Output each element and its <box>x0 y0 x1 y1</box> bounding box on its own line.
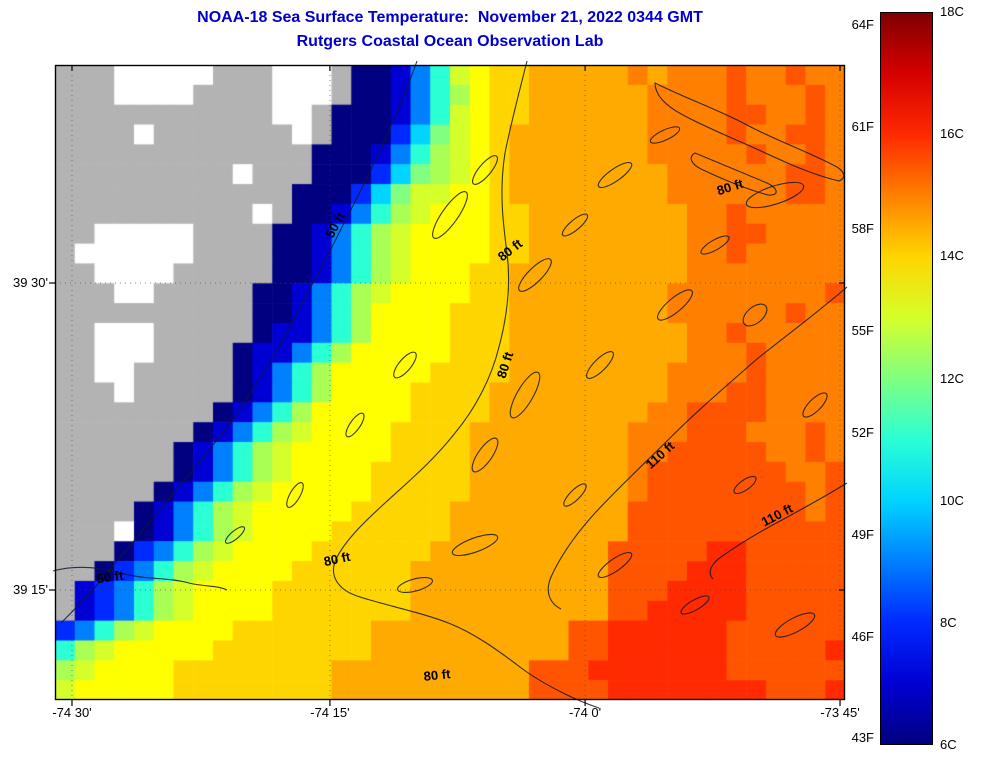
bathymetry-loop <box>774 612 816 638</box>
bathymetry-loop <box>471 437 499 473</box>
depth-contour-label: 110 ft <box>642 438 678 472</box>
colorbar-fahrenheit-label: 46F <box>851 628 874 644</box>
colorbar-celsius-label: 8C <box>940 614 957 630</box>
bathymetry-loop <box>745 181 805 209</box>
colorbar-c-labels: 18C 16C 14C 12C 10C 8C 6C <box>938 0 988 761</box>
x-tick-label: -74 0' <box>569 705 602 720</box>
colorbar-celsius-label: 10C <box>940 492 964 508</box>
sst-heatmap-canvas <box>55 65 845 700</box>
x-tick-label: -74 30' <box>52 705 92 720</box>
bathymetry-loop <box>733 475 757 495</box>
bathymetry-loop <box>802 392 828 418</box>
colorbar-fahrenheit-label: 61F <box>851 119 874 135</box>
bathymetry-loop <box>700 235 730 255</box>
bathymetry-contour-50ft <box>60 60 418 624</box>
colorbar-celsius-label: 16C <box>940 126 964 142</box>
depth-contour-label: 110 ft <box>758 500 796 530</box>
bathymetry-loop <box>561 213 589 237</box>
colorbar-fahrenheit-label: 43F <box>851 730 874 746</box>
depth-contour-label: 80 ft <box>494 235 526 265</box>
bathymetry-contour-80ft-ne2 <box>690 152 777 196</box>
bathymetry-loop <box>472 155 498 185</box>
bathymetry-loop <box>396 577 434 593</box>
bathymetry-contour-110ft <box>547 286 848 610</box>
colorbar-celsius-label: 14C <box>940 248 964 264</box>
contour-labels: 50 ft 80 ft 80 ft 80 ft 110 ft 110 ft 50 ft 80 … <box>55 65 845 700</box>
bathymetry-loop <box>742 303 768 327</box>
chart-title: NOAA-18 Sea Surface Temperature: Novembe… <box>197 9 703 26</box>
bathymetry-contour-80ft <box>332 60 600 709</box>
depth-contour-label: 50 ft <box>322 209 348 241</box>
depth-contour-label: 80 ft <box>493 349 517 381</box>
map-plot-area: 50 ft 80 ft 80 ft 80 ft 110 ft 110 ft 50 ft 80 … <box>49 60 848 709</box>
bathymetry-contour-110ft-e <box>709 482 848 580</box>
x-tick-label: -73 45' <box>820 705 860 720</box>
colorbar-fahrenheit-label: 52F <box>851 424 874 440</box>
depth-contour-label: 80 ft <box>422 666 452 684</box>
bathymetry-contour-80ft-ne <box>654 82 845 182</box>
bathymetry-loop <box>657 289 693 321</box>
bathymetry-loop <box>597 161 633 189</box>
x-tick-label: -74 15' <box>310 705 350 720</box>
bathymetry-loop <box>649 126 681 144</box>
bathymetry-loop <box>509 371 541 419</box>
chart-subtitle: Rutgers Coastal Ocean Observation Lab <box>296 33 604 50</box>
grid-lines <box>55 65 845 700</box>
depth-contour-label: 80 ft <box>322 548 352 570</box>
bathymetry-loop <box>563 483 587 507</box>
bathymetry-loop <box>586 351 614 379</box>
colorbar-fahrenheit-label: 58F <box>851 220 874 236</box>
bathymetry-contours <box>52 60 848 709</box>
colorbar-fahrenheit-label: 55F <box>851 322 874 338</box>
colorbar-celsius-label: 12C <box>940 370 964 386</box>
depth-contour-label: 50 ft <box>95 567 125 587</box>
bathymetry-loop <box>597 551 633 579</box>
bathymetry-loop <box>286 482 304 508</box>
colorbar-f-labels: 64F 61F 58F 55F 52F 49F 46F 43F <box>836 0 876 761</box>
colorbar-celsius-label: 18C <box>940 4 964 19</box>
title-block: NOAA-18 Sea Surface Temperature: Novembe… <box>55 6 845 54</box>
colorbar-fahrenheit-label: 49F <box>851 526 874 542</box>
bathymetry-loop <box>393 351 417 379</box>
bathymetry-loop <box>224 526 246 544</box>
bathymetry-loop <box>345 412 365 438</box>
bathymetry-loop <box>451 533 499 557</box>
plot-border <box>54 64 846 701</box>
y-tick-label: 39 30' <box>12 274 48 290</box>
bathymetry-contour-50ft-south <box>52 566 228 591</box>
y-tick-label: 39 15' <box>12 582 48 598</box>
map-overlay-svg <box>49 60 848 709</box>
colorbar-celsius-label: 6C <box>940 737 957 752</box>
colorbar-gradient <box>880 12 933 745</box>
bathymetry-loop <box>518 258 552 292</box>
bathymetry-loop <box>680 595 710 615</box>
depth-contour-label: 80 ft <box>714 175 746 199</box>
colorbar-fahrenheit-label: 64F <box>851 17 874 33</box>
bathymetry-loop <box>432 191 468 239</box>
